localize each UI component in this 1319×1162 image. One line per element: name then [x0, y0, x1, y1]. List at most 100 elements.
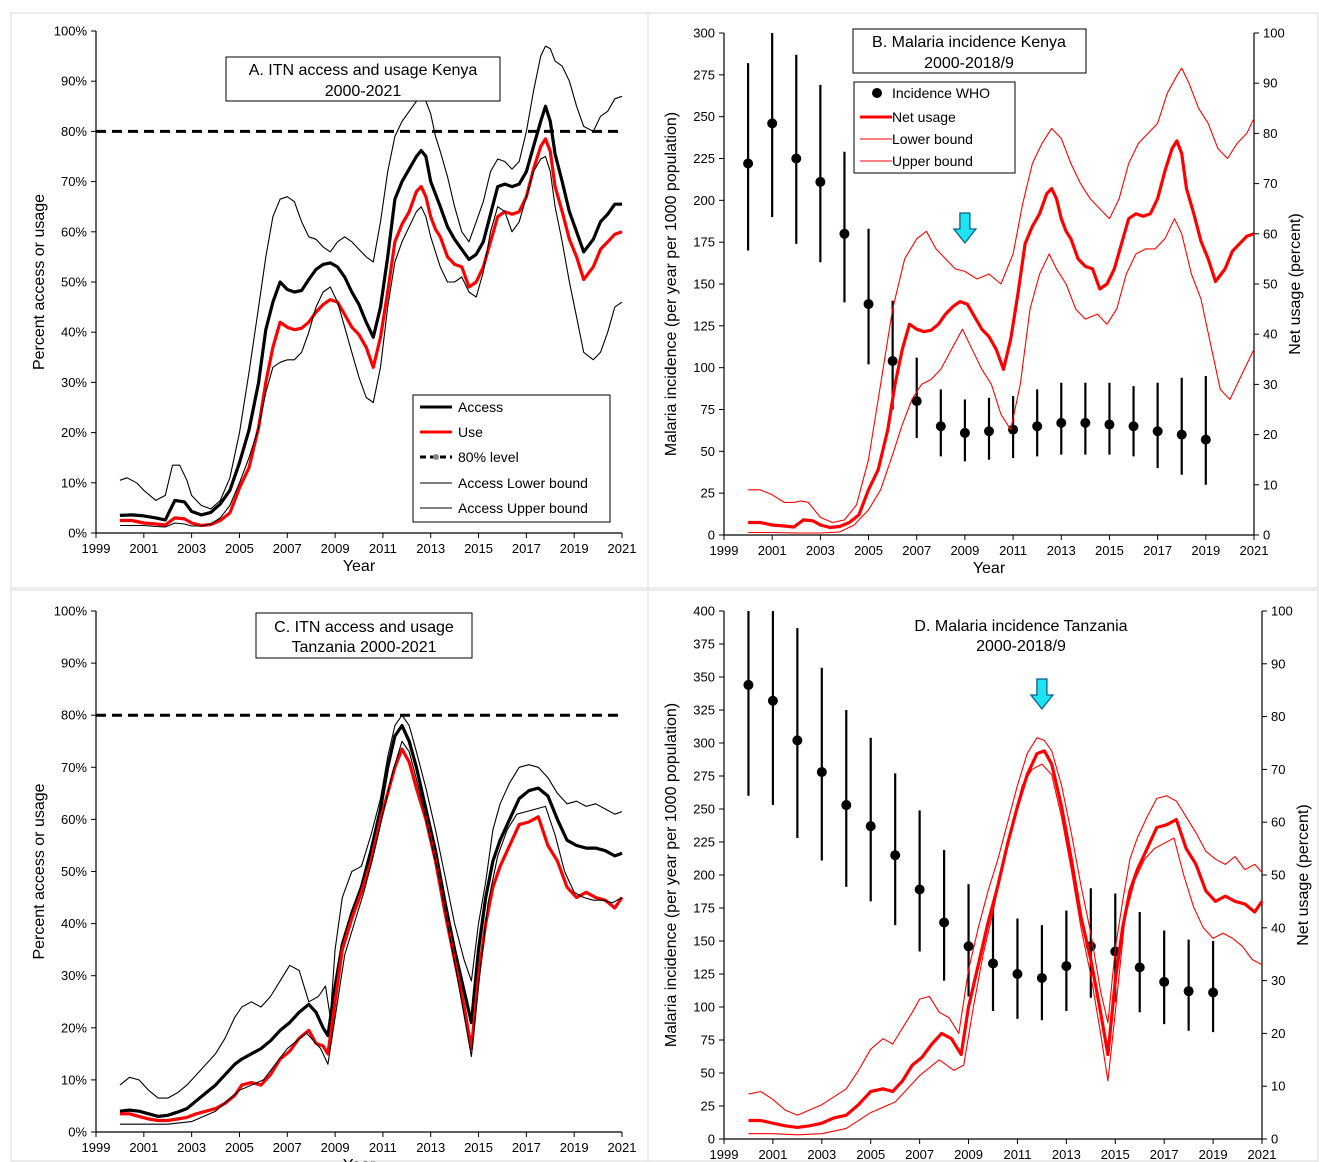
x-tick-label: 2013 — [416, 1140, 445, 1155]
x-tick-label: 2003 — [807, 1147, 836, 1162]
legend-label: Net usage — [892, 109, 956, 125]
y-right-tick-label: 10 — [1271, 1079, 1285, 1094]
y-right-tick-label: 90 — [1271, 656, 1285, 671]
x-tick-label: 2021 — [608, 1140, 637, 1155]
series-upper-bound — [748, 67, 1255, 524]
y-right-tick-label: 100 — [1271, 604, 1293, 619]
y-right-tick-label: 80 — [1271, 709, 1285, 724]
series-access — [119, 724, 623, 1118]
arrow-marker — [952, 212, 978, 245]
title-box — [255, 612, 473, 659]
y-tick-label: 90% — [61, 74, 87, 89]
y-tick-label: 70% — [61, 174, 87, 189]
y-tick-label: 40% — [61, 916, 87, 931]
data-point — [963, 941, 974, 952]
x-tick-label: 2001 — [129, 1140, 158, 1155]
data-point — [816, 767, 827, 778]
y-tick-label: 175 — [693, 235, 715, 250]
series-incidence-who — [743, 33, 1211, 485]
data-point — [1056, 417, 1067, 428]
y-tick-label: 80% — [61, 124, 87, 139]
series-access-lower-bound — [119, 740, 623, 1125]
x-tick-label: 2019 — [1199, 1147, 1228, 1162]
series-lower-bound — [748, 763, 1263, 1136]
y-tick-label: 50 — [701, 444, 715, 459]
data-point — [743, 158, 754, 169]
y-tick-label: 125 — [693, 318, 715, 333]
legend-label: 80% level — [458, 449, 519, 465]
x-tick-label: 2005 — [225, 541, 254, 556]
y-right-tick-label: 20 — [1271, 1026, 1285, 1041]
y-tick-label: 25 — [701, 1099, 715, 1114]
data-point — [1080, 417, 1091, 428]
x-tick-label: 2009 — [321, 541, 350, 556]
y-tick-label: 225 — [693, 835, 715, 850]
series-use — [119, 747, 624, 1123]
series-incidence-who — [743, 611, 1219, 1033]
data-point — [959, 427, 970, 438]
data-point — [890, 850, 901, 861]
panel-frame — [10, 589, 649, 1162]
y-tick-label: 275 — [693, 769, 715, 784]
y-tick-label: 0 — [708, 1132, 715, 1147]
y-tick-label: 80% — [61, 708, 87, 723]
series-access-upper-bound — [119, 45, 623, 510]
x-tick-label: 2017 — [512, 1140, 541, 1155]
data-point — [988, 958, 998, 969]
y-right-tick-label: 60 — [1271, 815, 1285, 830]
y-right-tick-label: 30 — [1271, 973, 1285, 988]
data-point — [1012, 969, 1023, 979]
data-point — [939, 917, 950, 928]
data-point — [1128, 421, 1139, 432]
x-tick-label: 2003 — [806, 543, 835, 558]
data-point — [1032, 421, 1043, 432]
x-tick-label: 2013 — [416, 541, 445, 556]
legend-label: Incidence WHO — [892, 85, 990, 101]
y-tick-label: 225 — [693, 151, 715, 166]
panel-a: 1999 2001 2003 2005 2007 2009 2011 2013 2015 2017… — [10, 12, 649, 589]
data-point — [1208, 987, 1219, 998]
data-point — [839, 228, 850, 239]
x-tick-label: 2015 — [464, 1140, 493, 1155]
x-tick-label: 2013 — [1047, 543, 1076, 558]
legend-label: Lower bound — [892, 131, 973, 147]
arrow-marker — [1029, 678, 1055, 711]
y-right-tick-label: 90 — [1263, 76, 1277, 91]
y-axis-label: Percent access or usage — [31, 783, 48, 959]
panel-b: 1999 2001 2003 2005 2007 2009 2011 2013 2015 2017… — [647, 12, 1319, 589]
x-tick-label: 2007 — [273, 1140, 302, 1155]
x-tick-label: 2009 — [954, 1147, 983, 1162]
y-right-tick-label: 100 — [1263, 26, 1285, 41]
y-tick-label: 375 — [693, 637, 715, 652]
chart-title-line: Tanzania 2000-2021 — [291, 639, 436, 656]
y-tick-label: 0% — [68, 526, 87, 541]
y-tick-label: 325 — [693, 703, 715, 718]
x-tick-label: 2015 — [1101, 1147, 1130, 1162]
x-tick-label: 2009 — [321, 1140, 350, 1155]
chart-title-line: 2000-2018/9 — [924, 55, 1014, 72]
data-point — [887, 355, 898, 366]
y-right-tick-label: 40 — [1263, 327, 1277, 342]
series-use — [119, 137, 623, 528]
y-tick-label: 100 — [693, 1000, 715, 1015]
x-axis-label: Year — [343, 558, 376, 575]
data-point — [1036, 972, 1047, 983]
chart-title-line: 2000-2021 — [325, 83, 402, 100]
series-access-upper-bound — [119, 714, 623, 1099]
y-right-tick-label: 50 — [1271, 868, 1285, 883]
y-tick-label: 30% — [61, 968, 87, 983]
data-point — [1152, 426, 1163, 437]
x-tick-label: 2013 — [1052, 1147, 1081, 1162]
legend-swatch-dot — [433, 454, 439, 460]
y-right-tick-label: 50 — [1263, 277, 1277, 292]
y-right-tick-label: 10 — [1263, 477, 1277, 492]
data-point — [743, 679, 754, 690]
x-tick-label: 1999 — [82, 541, 111, 556]
x-tick-label: 1999 — [710, 543, 739, 558]
x-tick-label: 2005 — [856, 1147, 885, 1162]
title-box — [225, 56, 501, 102]
x-tick-label: 1999 — [710, 1147, 739, 1162]
data-point — [767, 695, 778, 706]
y-tick-label: 300 — [693, 26, 715, 41]
x-tick-label: 2011 — [369, 541, 397, 556]
